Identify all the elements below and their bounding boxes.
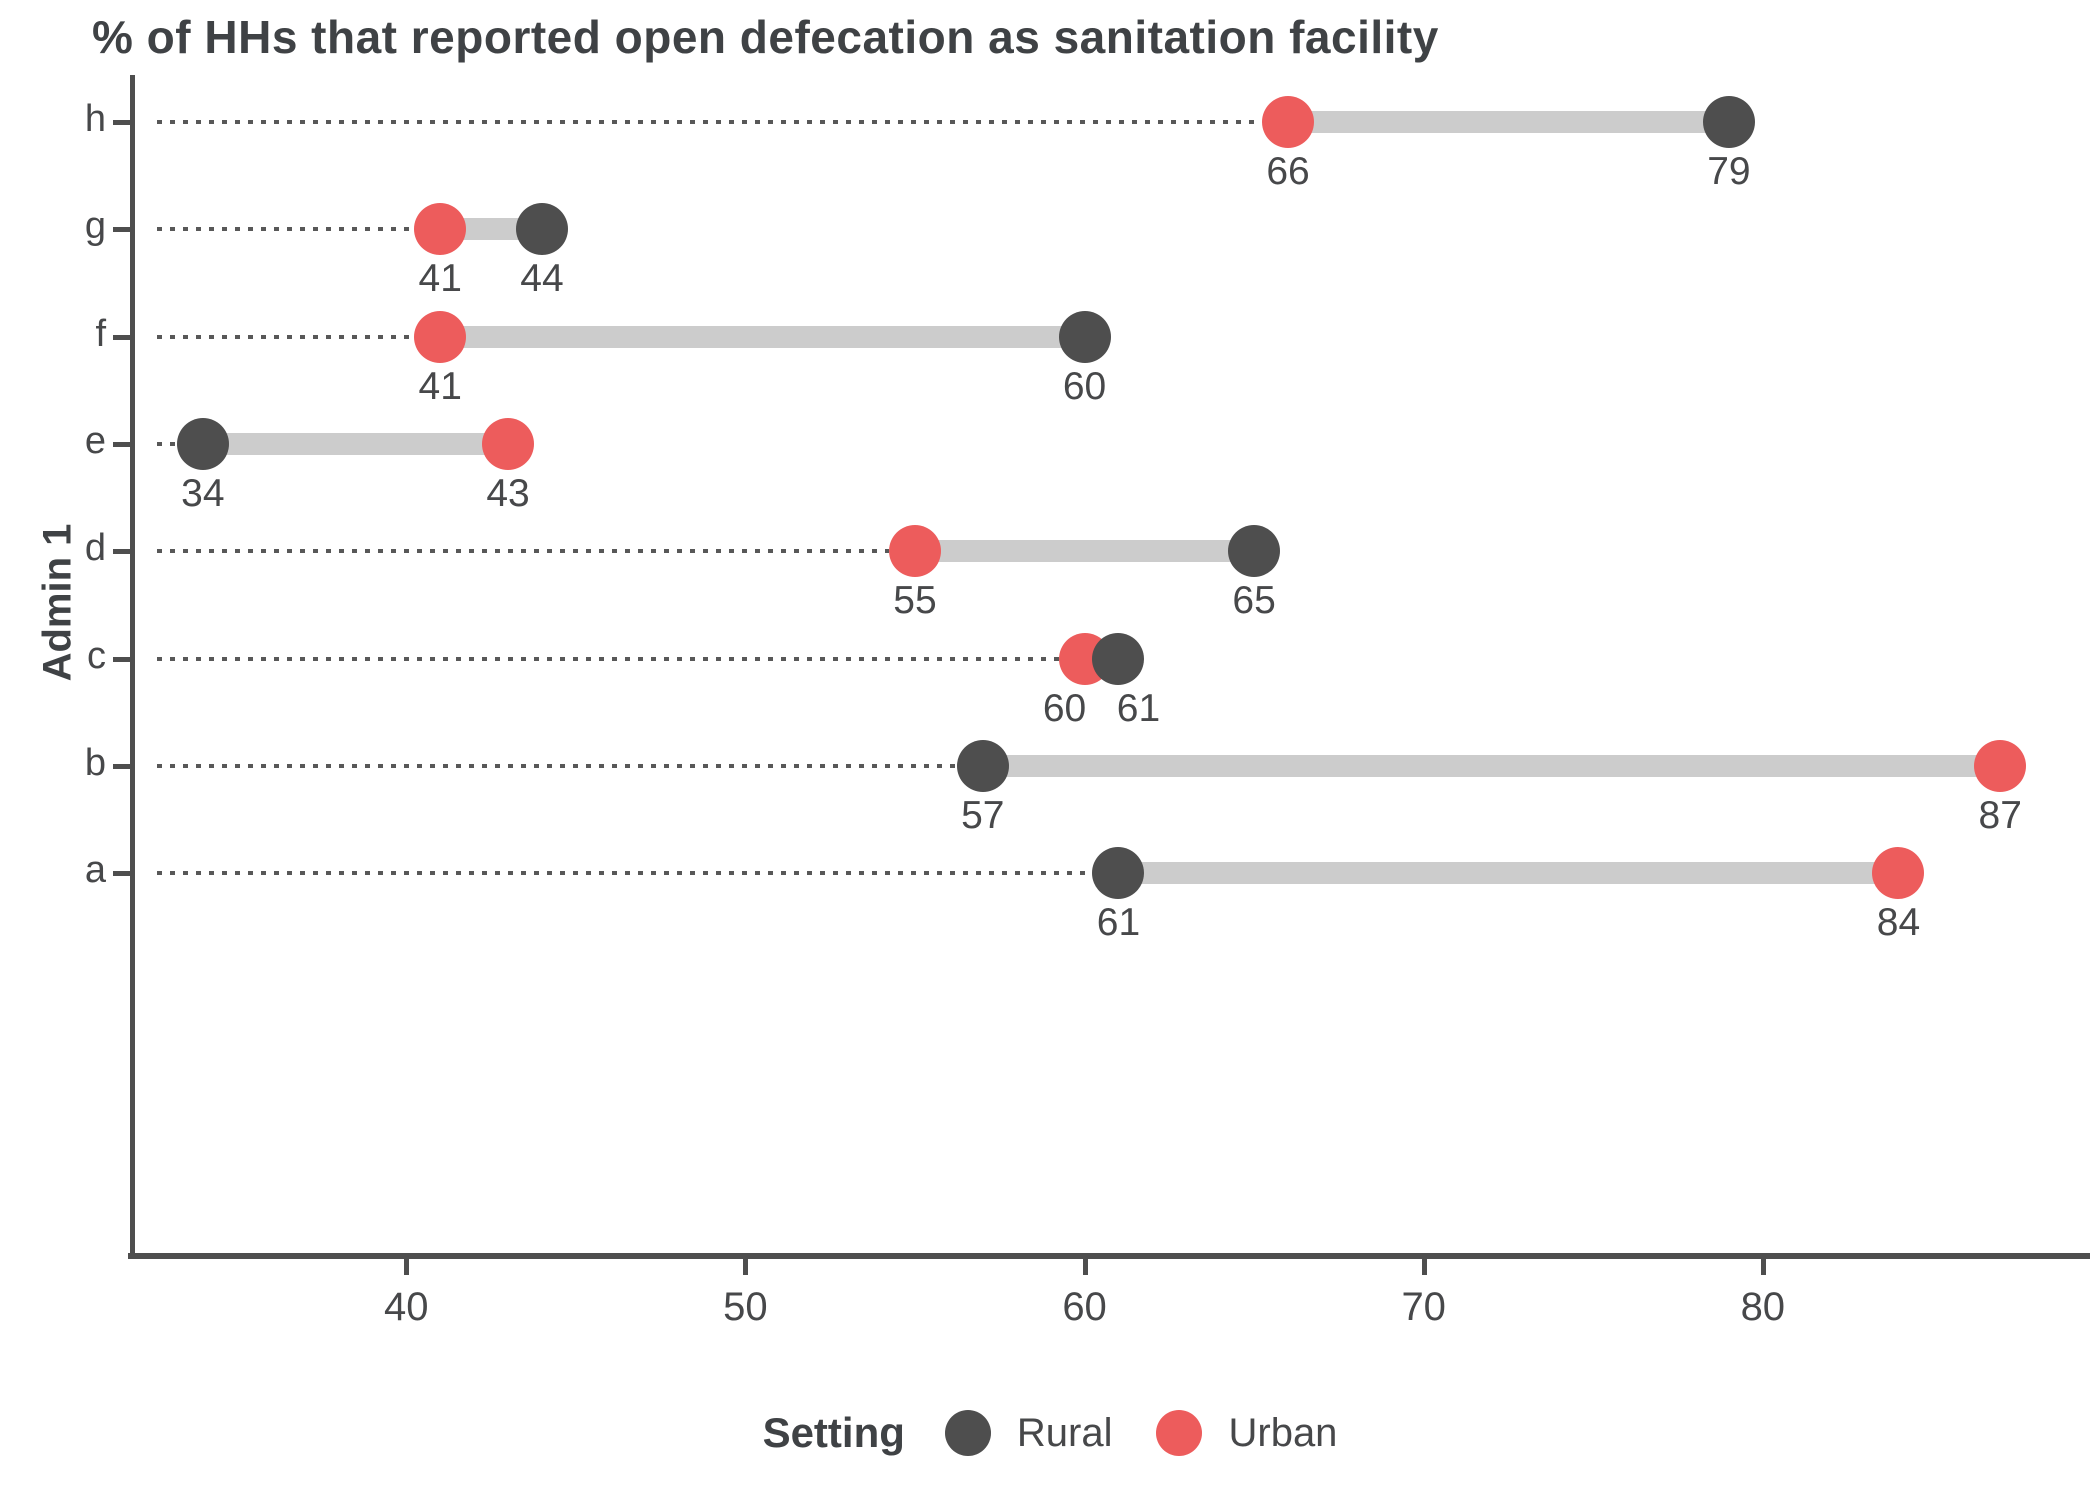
rural-dot <box>1702 96 1755 148</box>
y-category-label: a <box>84 849 106 892</box>
x-tick-label: 40 <box>384 1285 429 1329</box>
leader-line <box>157 549 889 554</box>
y-tick <box>113 334 130 340</box>
x-tick <box>743 1259 749 1275</box>
value-label: 65 <box>1232 579 1276 623</box>
rural-dot <box>1092 847 1145 900</box>
urban-swatch-icon <box>1156 1410 1203 1456</box>
x-tick <box>1760 1259 1766 1275</box>
leader-line <box>157 763 957 768</box>
value-label: 41 <box>418 257 462 301</box>
leader-line <box>157 441 177 446</box>
rural-dot <box>176 417 229 470</box>
y-category-label: e <box>84 419 106 462</box>
legend-label: Urban <box>1228 1410 1338 1455</box>
y-tick <box>113 656 130 662</box>
x-tick <box>404 1259 410 1275</box>
y-category-label: g <box>84 205 106 248</box>
x-tick-label: 80 <box>1740 1285 1786 1329</box>
y-category-label: f <box>95 312 106 355</box>
value-label: 60 <box>1062 364 1107 408</box>
y-category-label: d <box>84 527 106 570</box>
legend-items: Rural Urban <box>944 1410 1337 1456</box>
y-category-label: h <box>84 98 106 140</box>
rural-dot <box>1058 310 1111 363</box>
plot-area: 79 66 44 41 60 41 34 43 65 55 61 60 57 87 61 84 <box>113 75 2085 1253</box>
rural-swatch-icon <box>944 1410 991 1456</box>
leader-line <box>157 120 1263 124</box>
y-category-label: c <box>87 634 106 677</box>
legend: Setting Rural Urban <box>0 1398 2100 1468</box>
y-axis-title: Admin 1 <box>35 523 80 682</box>
y-tick <box>113 549 130 555</box>
value-label: 43 <box>486 471 530 515</box>
x-tick <box>1082 1259 1088 1275</box>
y-category-label: b <box>84 741 106 784</box>
connector-bar <box>1288 111 1729 133</box>
y-tick <box>113 120 130 125</box>
chart-title: % of HHs that reported open defecation a… <box>92 11 1439 63</box>
legend-title: Setting <box>762 1409 905 1456</box>
x-tick <box>1421 1259 1427 1275</box>
urban-dot <box>889 525 941 578</box>
rural-dot <box>1092 632 1145 685</box>
connector-bar <box>915 540 1255 563</box>
y-tick <box>113 227 130 233</box>
x-tick-label: 70 <box>1401 1285 1446 1329</box>
value-label: 57 <box>961 793 1005 837</box>
urban-dot <box>1974 739 2027 792</box>
value-label: 61 <box>1096 901 1141 945</box>
connector-bar <box>1118 862 1899 885</box>
legend-item-urban: Urban <box>1156 1410 1337 1456</box>
value-label: 87 <box>1978 793 2022 837</box>
value-label: 55 <box>893 579 937 623</box>
x-axis-line <box>128 1253 2090 1259</box>
x-tick-label: 60 <box>1062 1285 1107 1329</box>
urban-dot <box>414 203 467 256</box>
y-axis-line <box>130 75 135 1259</box>
rural-dot <box>515 203 568 256</box>
y-tick <box>113 763 130 769</box>
leader-line <box>157 334 415 339</box>
connector-bar <box>440 325 1085 348</box>
x-tick-label: 50 <box>723 1285 768 1329</box>
rural-dot <box>956 739 1009 792</box>
urban-dot <box>1872 847 1925 900</box>
urban-dot <box>414 310 467 363</box>
leader-line <box>157 227 415 232</box>
value-label: 41 <box>418 364 462 408</box>
value-label: 84 <box>1876 901 1921 945</box>
y-tick <box>113 441 130 447</box>
value-label: 60 <box>1042 686 1087 730</box>
connector-bar <box>982 754 2001 777</box>
urban-dot <box>1262 96 1315 148</box>
value-label: 34 <box>181 471 225 515</box>
connector-bar <box>202 432 509 455</box>
value-label: 44 <box>520 257 564 301</box>
leader-line <box>157 871 1093 876</box>
value-label: 61 <box>1116 686 1161 730</box>
leader-line <box>157 656 1059 661</box>
legend-item-rural: Rural <box>944 1410 1113 1456</box>
urban-dot <box>482 417 535 470</box>
value-label: 79 <box>1707 150 1751 193</box>
y-tick <box>113 871 130 877</box>
legend-label: Rural <box>1016 1410 1113 1455</box>
value-label: 66 <box>1266 150 1310 193</box>
rural-dot <box>1228 525 1281 578</box>
